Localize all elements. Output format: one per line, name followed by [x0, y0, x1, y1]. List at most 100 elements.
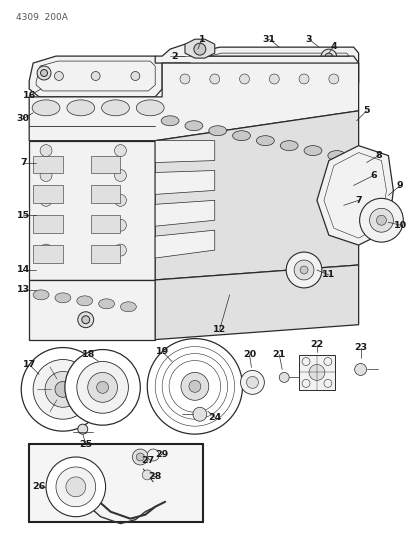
Circle shape	[269, 74, 279, 84]
Circle shape	[246, 376, 258, 389]
Text: 7: 7	[20, 158, 27, 167]
Circle shape	[40, 244, 52, 256]
Polygon shape	[155, 141, 214, 163]
Bar	[33, 156, 63, 173]
Circle shape	[40, 144, 52, 157]
Ellipse shape	[232, 131, 250, 141]
Ellipse shape	[208, 126, 226, 136]
Bar	[90, 156, 120, 173]
Bar	[90, 245, 120, 263]
Ellipse shape	[32, 100, 60, 116]
Text: 24: 24	[208, 413, 221, 422]
Polygon shape	[29, 63, 358, 141]
Text: 31: 31	[262, 35, 275, 44]
Text: 11: 11	[321, 270, 335, 279]
Circle shape	[78, 312, 93, 328]
Ellipse shape	[184, 121, 202, 131]
Ellipse shape	[256, 136, 274, 146]
Text: 7: 7	[355, 196, 361, 205]
Circle shape	[328, 74, 338, 84]
Text: 1: 1	[198, 35, 204, 44]
Circle shape	[40, 195, 52, 206]
Ellipse shape	[67, 100, 94, 116]
Text: 3: 3	[305, 35, 312, 44]
Polygon shape	[29, 56, 162, 97]
Circle shape	[359, 198, 402, 242]
Polygon shape	[29, 280, 155, 340]
Text: 30: 30	[17, 114, 29, 123]
Text: 14: 14	[16, 265, 30, 274]
Text: 26: 26	[32, 482, 46, 491]
Circle shape	[189, 381, 200, 392]
Text: 21: 21	[272, 350, 285, 359]
Ellipse shape	[55, 293, 71, 303]
Polygon shape	[29, 141, 155, 280]
Text: 4: 4	[330, 42, 336, 51]
Circle shape	[45, 372, 81, 407]
Text: 25: 25	[79, 440, 92, 449]
Circle shape	[33, 360, 92, 419]
Circle shape	[375, 215, 385, 225]
Circle shape	[193, 407, 206, 421]
Circle shape	[88, 373, 117, 402]
Circle shape	[354, 364, 366, 375]
Ellipse shape	[327, 151, 345, 160]
Circle shape	[299, 266, 307, 274]
Text: 27: 27	[141, 456, 155, 465]
Text: 23: 23	[353, 343, 366, 352]
Circle shape	[97, 382, 108, 393]
Text: 17: 17	[22, 360, 36, 369]
Circle shape	[320, 49, 336, 65]
Circle shape	[293, 260, 313, 280]
Circle shape	[66, 477, 85, 497]
Circle shape	[142, 470, 152, 480]
Circle shape	[40, 169, 52, 181]
Circle shape	[285, 252, 321, 288]
Circle shape	[136, 453, 144, 461]
Circle shape	[298, 74, 308, 84]
Polygon shape	[155, 44, 358, 69]
Circle shape	[81, 316, 90, 324]
Text: 18: 18	[82, 350, 95, 359]
Text: 19: 19	[155, 347, 169, 356]
Text: 10: 10	[393, 221, 406, 230]
Ellipse shape	[101, 100, 129, 116]
Circle shape	[54, 71, 63, 80]
Text: 5: 5	[362, 106, 369, 115]
Ellipse shape	[303, 146, 321, 156]
Circle shape	[114, 244, 126, 256]
Circle shape	[212, 65, 222, 75]
Circle shape	[308, 365, 324, 381]
Polygon shape	[155, 111, 358, 280]
Circle shape	[279, 373, 288, 382]
Text: 29: 29	[155, 449, 169, 458]
Circle shape	[76, 361, 128, 413]
Bar	[29, 444, 202, 522]
Text: 16: 16	[22, 91, 36, 100]
Circle shape	[46, 457, 106, 516]
Circle shape	[65, 350, 140, 425]
Text: 20: 20	[242, 350, 255, 359]
Circle shape	[56, 467, 95, 507]
Circle shape	[147, 338, 242, 434]
Bar	[33, 185, 63, 203]
Ellipse shape	[76, 296, 92, 306]
Circle shape	[91, 71, 100, 80]
Circle shape	[132, 449, 148, 465]
Text: 8: 8	[374, 151, 381, 160]
Ellipse shape	[280, 141, 297, 151]
Circle shape	[193, 43, 205, 55]
Circle shape	[209, 74, 219, 84]
Circle shape	[305, 65, 315, 75]
Circle shape	[335, 65, 345, 75]
Text: 15: 15	[17, 211, 30, 220]
Text: 2: 2	[171, 52, 178, 61]
Circle shape	[180, 74, 189, 84]
Circle shape	[40, 219, 52, 231]
Text: 22: 22	[310, 340, 323, 349]
Bar	[33, 245, 63, 263]
Bar	[90, 215, 120, 233]
Polygon shape	[155, 171, 214, 195]
Circle shape	[114, 195, 126, 206]
Bar	[90, 185, 120, 203]
